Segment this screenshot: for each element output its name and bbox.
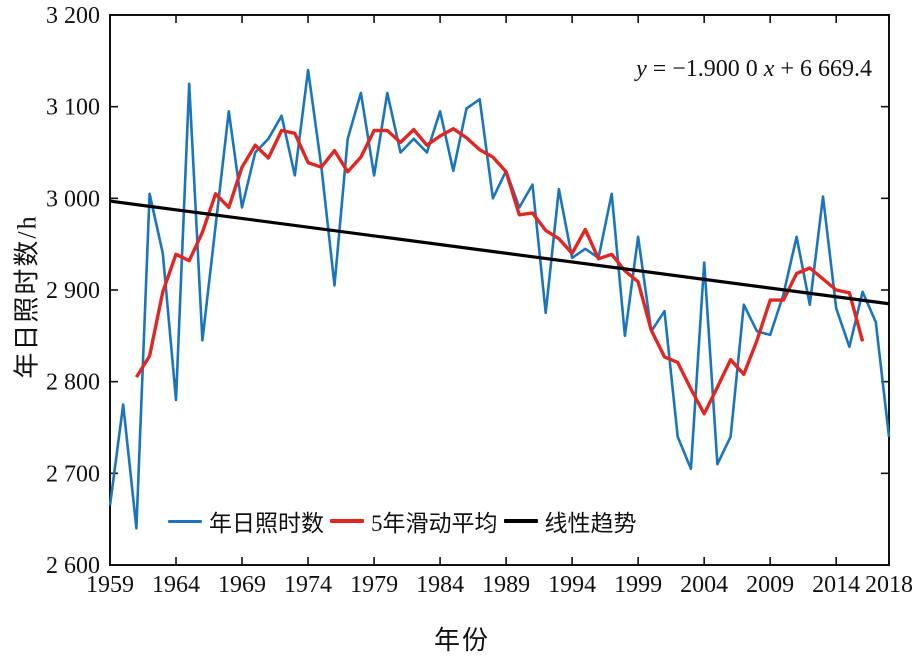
moving-average-line-swatch (330, 519, 364, 523)
y-tick-label: 2 800 (46, 370, 100, 396)
legend-item-moving-average: 5年滑动平均 (330, 504, 504, 538)
trend-equation: y = −1.900 0 x + 6 669.4 (636, 56, 872, 83)
x-tick-label: 1984 (416, 572, 464, 598)
y-tick-label: 2 700 (46, 461, 100, 487)
x-tick-label: 1994 (548, 572, 596, 598)
legend-label-linear-trend: 线性趋势 (544, 511, 637, 536)
linear-trend-line-swatch (503, 519, 538, 523)
equation-x-var: x (763, 56, 775, 82)
y-tick-label: 3 000 (46, 186, 100, 212)
plot-border (109, 14, 890, 566)
x-tick-label: 1964 (152, 572, 200, 598)
x-tick-label: 1959 (86, 572, 134, 598)
x-axis-title: 年份 (433, 626, 490, 655)
linear-trend-line (109, 199, 890, 306)
x-tick-label: 1979 (350, 572, 398, 598)
x-tick-label: 2014 (812, 572, 860, 598)
legend-item-linear-trend: 线性趋势 (503, 504, 643, 538)
x-tick-label: 2018 (865, 572, 913, 598)
x-tick-label: 2009 (746, 572, 794, 598)
equation-y-var: y (636, 56, 647, 82)
x-tick-label: 1974 (284, 572, 332, 598)
x-tick-label: 1999 (614, 572, 662, 598)
y-tick-label: 2 900 (46, 278, 100, 304)
equation-rhs: + 6 669.4 (774, 56, 872, 82)
y-axis-title: 年日照时数/h (12, 214, 42, 379)
x-tick-label: 1969 (218, 572, 266, 598)
y-tick-label: 3 200 (46, 3, 100, 29)
legend: 年日照时数 5年滑动平均 线性趋势 (168, 504, 643, 538)
equation-mid: = −1.900 0 (646, 56, 764, 82)
legend-label-moving-average: 5年滑动平均 (371, 511, 498, 536)
legend-item-annual: 年日照时数 (168, 504, 330, 538)
x-tick-label: 2004 (680, 572, 728, 598)
y-tick-label: 3 100 (46, 95, 100, 121)
legend-label-annual: 年日照时数 (209, 511, 324, 536)
annual-line-swatch (168, 519, 202, 523)
moving-average-line (134, 126, 865, 416)
y-tick-label: 2 600 (46, 553, 100, 579)
x-tick-label: 1989 (482, 572, 530, 598)
